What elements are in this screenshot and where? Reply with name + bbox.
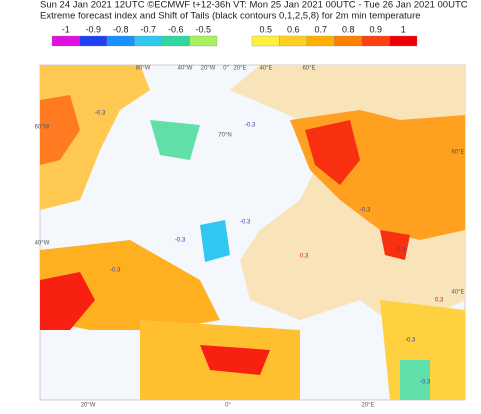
graticule-label: 40°W [35,241,50,247]
contour-label: -0.3 [95,111,106,117]
contour-label: -0.3 [110,268,121,274]
legend-label: 1 [401,24,406,34]
legend-label: -0.5 [195,24,211,34]
legend-label: 0.8 [342,24,355,34]
region [40,95,80,165]
map [39,64,466,401]
legend-swatch [251,35,280,47]
graticule-label: 0° [223,66,229,72]
legend-swatch [134,35,163,47]
legend-swatch [389,35,418,47]
legend-swatch [306,35,335,47]
region [400,360,430,400]
legend-swatch [361,35,390,47]
contour-label: -0.3 [360,208,371,214]
contour-label: -0.3 [245,123,256,129]
contour-label: 0.3 [435,298,444,304]
legend-label: 0.7 [314,24,327,34]
legend-label: -1 [62,24,70,34]
region [40,272,95,330]
graticule-label: 40°E [259,66,272,72]
legend: -1 -0.9 -0.8 -0.7 -0.6 -0.5 0.5 0.6 0.7 0.8 0.9 1 [51,24,418,47]
legend-swatch [334,35,363,47]
contour-label: -0.3 [420,380,431,386]
legend-swatch [51,35,80,47]
graticule-label: 0° [225,403,231,409]
graticule-label: 70°N [218,133,231,139]
contour-label: -0.3 [175,238,186,244]
region [200,345,270,375]
graticule-label: 20°E [233,66,246,72]
region [380,230,410,260]
legend-label: 0.5 [259,24,272,34]
region [150,120,200,160]
graticule-label: 60°E [451,150,464,156]
graticule-label: 40°E [451,290,464,296]
graticule-label: 60°E [302,66,315,72]
legend-swatch [279,35,308,47]
region [200,220,230,262]
graticule-label: 80°W [136,66,151,72]
legend-label: 0.6 [287,24,300,34]
legend-swatch [106,35,135,47]
header-line: Sun 24 Jan 2021 12UTC ©ECMWF t+12-36h VT… [40,0,468,11]
legend-swatch [79,35,108,47]
contour-label: -0.3 [240,220,251,226]
legend-label: 0.9 [369,24,382,34]
graticule-label: 60°W [35,125,50,131]
contour-label: 0.3 [300,254,309,260]
contour-label: -0.3 [405,338,416,344]
legend-swatch [189,35,218,47]
legend-label: -0.6 [168,24,184,34]
contour-label: -0.3 [395,248,406,254]
legend-swatch [161,35,190,47]
legend-label: -0.9 [85,24,101,34]
graticule-label: 20°E [361,403,374,409]
legend-label: -0.8 [113,24,129,34]
map-labels: 80°W 40°W 20°W 0° 20°E 40°E 60°E 60°W 40°W 60°E 40… [35,66,465,409]
graticule-label: 20°W [201,66,216,72]
graticule-label: 40°W [178,66,193,72]
graticule-label: 20°W [81,403,96,409]
header-line: Extreme forecast index and Shift of Tail… [40,11,421,22]
legend-label: -0.7 [140,24,156,34]
region [305,120,360,185]
